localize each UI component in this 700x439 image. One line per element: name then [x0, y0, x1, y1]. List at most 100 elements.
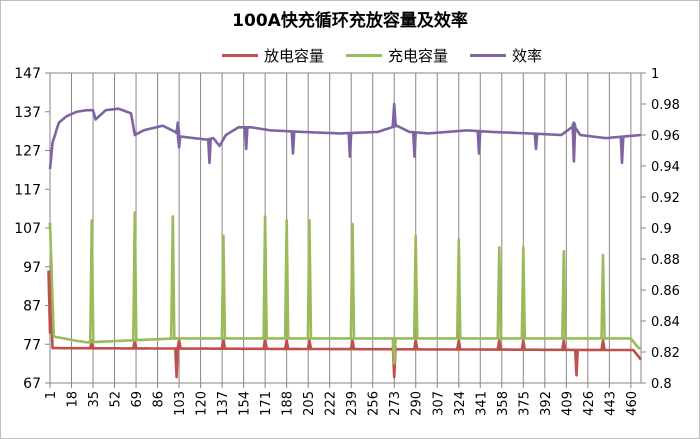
series-spike-charge [455, 238, 462, 339]
plot-area [49, 72, 642, 384]
x-tick-label: 273 [388, 391, 403, 416]
series-spike-charge [349, 222, 356, 339]
series-dip-efficiency [176, 135, 182, 149]
left-tick-label: 77 [23, 337, 41, 353]
x-tick-label: 256 [367, 391, 382, 416]
legend-label-charge: 充电容量 [388, 46, 449, 65]
series-dip-efficiency [243, 127, 249, 151]
series-spike-discharge [220, 337, 227, 349]
series-spike-efficiency [175, 121, 181, 135]
series-line-charge [48, 224, 641, 350]
legend-item-efficiency: 效率 [470, 45, 542, 66]
x-tick-label: 137 [216, 391, 231, 416]
series-dip-efficiency [411, 132, 417, 158]
series-spike-discharge [561, 339, 567, 351]
right-tick-label: 0.9 [651, 222, 672, 237]
series-spike-discharge [176, 339, 182, 349]
right-tick-label: 0.88 [651, 253, 680, 268]
series-lines [47, 102, 643, 379]
x-tick-label: 307 [431, 391, 446, 416]
x-tick-label: 290 [410, 391, 425, 416]
series-dip-efficiency [290, 131, 296, 155]
x-tick-label: 222 [324, 391, 339, 416]
x-tick-label: 443 [603, 391, 618, 416]
x-tick-label: 69 [130, 391, 145, 408]
right-tick-label: 0.92 [651, 191, 680, 206]
legend-label-discharge: 放电容量 [264, 46, 325, 65]
series-spike-charge [520, 246, 527, 339]
x-tick-label: 18 [66, 391, 81, 408]
right-tick-label: 0.8 [651, 377, 672, 392]
series-spike-efficiency [571, 121, 577, 127]
series-spike-discharge [600, 339, 606, 351]
legend-swatch-discharge [222, 53, 258, 57]
x-tick-label: 392 [539, 391, 554, 416]
x-tick-label: 460 [625, 391, 640, 416]
legend-label-efficiency: 效率 [512, 46, 543, 65]
series-spike-efficiency [391, 102, 397, 127]
legend-swatch-charge [346, 53, 383, 57]
series-spike-charge [283, 219, 290, 339]
x-tick-label: 239 [345, 391, 360, 416]
series-spike-charge [220, 234, 227, 339]
x-tick-label: 324 [453, 391, 468, 416]
right-tick-label: 0.84 [651, 315, 680, 330]
series-dip-efficiency [347, 132, 353, 158]
legend-item-discharge: 放电容量 [222, 45, 324, 66]
x-tick-label: 426 [582, 391, 597, 416]
series-spike-discharge [412, 339, 419, 350]
chart-title: 100A快充循环充放容量及效率 [232, 11, 468, 31]
series-spike-discharge [349, 339, 356, 350]
x-tick-label: 358 [496, 391, 511, 416]
x-tick-label: 154 [238, 391, 253, 416]
series-dip-efficiency [476, 131, 482, 155]
x-tick-label: 120 [195, 391, 210, 416]
series-dip-efficiency [571, 125, 577, 163]
series-spike-discharge [306, 339, 313, 350]
series-spike-charge [600, 253, 606, 339]
series-spike-charge [391, 338, 397, 365]
series-dip-discharge [573, 349, 579, 377]
legend-item-charge: 充电容量 [346, 45, 448, 66]
x-tick-label: 103 [173, 391, 188, 416]
right-tick-label: 0.86 [651, 284, 680, 299]
right-tick-label: 0.94 [651, 160, 680, 175]
left-tick-label: 67 [23, 376, 41, 392]
x-tick-label: 375 [517, 391, 532, 416]
series-spike-charge [262, 215, 268, 339]
legend-swatch-efficiency [470, 53, 507, 57]
x-tick-label: 409 [560, 391, 575, 416]
left-tick-label: 107 [14, 221, 41, 237]
x-tick-label: 205 [302, 391, 317, 416]
series-spike-discharge [262, 337, 268, 349]
series-spike-discharge [283, 339, 290, 350]
legend: 放电容量 充电容量 效率 [222, 44, 542, 66]
right-tick-label: 1 [651, 67, 659, 82]
right-tick-label: 0.96 [651, 129, 680, 144]
series-spike-charge [306, 219, 313, 339]
left-axis-ticks: 67 77 87 97 107 117 127 137 147 [14, 66, 50, 392]
series-spike-charge [496, 246, 503, 339]
x-tick-label: 35 [87, 391, 102, 408]
series-spike-discharge [520, 339, 527, 350]
left-tick-label: 97 [23, 260, 41, 276]
right-tick-label: 0.98 [651, 98, 680, 113]
series-spike-charge [169, 215, 176, 339]
series-spike-charge [88, 219, 95, 343]
plot-area-border [49, 72, 642, 384]
right-tick-label: 0.82 [651, 346, 680, 361]
series-dip-discharge [174, 348, 180, 379]
series-spike-discharge [132, 339, 138, 349]
series-spike-discharge [88, 339, 95, 349]
x-tick-label: 188 [281, 391, 296, 416]
left-tick-label: 117 [14, 182, 41, 198]
series-spike-charge [561, 250, 567, 339]
series-spike-charge [132, 211, 138, 341]
series-spike-charge [412, 234, 419, 339]
right-axis-ticks: 0.8 0.82 0.84 0.86 0.88 0.9 0.92 0.94 0.96 0.98 1 [641, 67, 680, 392]
left-tick-label: 137 [14, 105, 41, 121]
x-tick-label: 52 [109, 391, 124, 408]
x-tick-label: 1 [44, 391, 59, 399]
series-line-discharge [48, 270, 643, 361]
